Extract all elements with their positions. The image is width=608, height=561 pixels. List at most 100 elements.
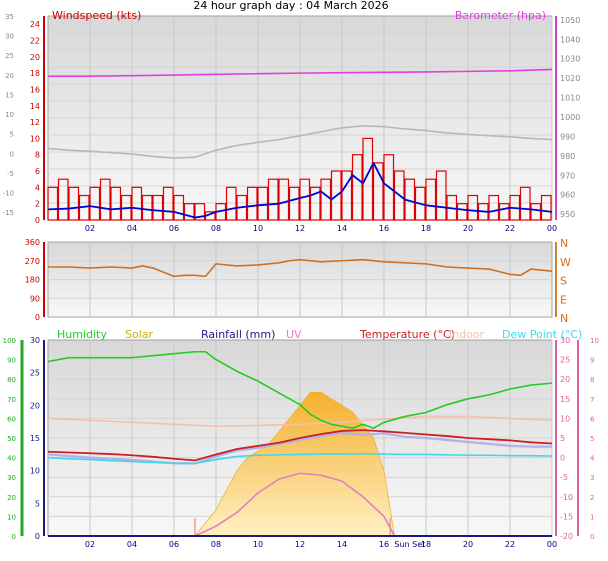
indoor-temperature-line	[47, 415, 553, 428]
temperature-tick: -5	[560, 473, 568, 482]
uv-line	[194, 472, 396, 537]
rainfall-tick: 5	[35, 499, 40, 508]
climate-x-tick: 10	[253, 540, 263, 549]
direction-tick: 0	[35, 313, 40, 322]
humidity-tick: 20	[7, 494, 16, 502]
temperature-tick: 15	[560, 395, 570, 404]
wind-x-tick: 10	[253, 224, 263, 233]
gust-bar	[299, 178, 311, 221]
temperature-tick: -10	[560, 493, 573, 502]
humidity-tick: 100	[3, 337, 16, 345]
humidity-tick: 70	[7, 396, 16, 404]
climate-x-tick: 12	[295, 540, 305, 549]
uv-tick: 4	[590, 455, 595, 463]
wind-speed-tick: 4	[35, 183, 40, 192]
gust-bar	[68, 186, 80, 221]
direction-tick: 270	[25, 257, 40, 266]
wind-average-line	[47, 161, 553, 219]
wind-temp-tick: -10	[3, 190, 14, 198]
gust-bar	[414, 186, 426, 221]
gust-bar	[435, 170, 447, 221]
baro-tick: 980	[560, 152, 575, 161]
gust-bar	[57, 178, 69, 221]
climate-x-tick: 20	[463, 540, 473, 549]
wind-x-tick: 20	[463, 224, 473, 233]
wind-x-tick: 02	[85, 224, 95, 233]
wind-temp-tick: 10	[5, 111, 14, 119]
rainfall-tick: 15	[30, 434, 40, 443]
humidity-tick: 30	[7, 474, 16, 482]
compass-label: N	[560, 312, 568, 325]
wind-x-tick: 12	[295, 224, 305, 233]
climate-x-tick: 04	[127, 540, 137, 549]
indoor-label: Indoor	[449, 328, 485, 341]
wind-temp-tick: 15	[5, 91, 14, 99]
grid-lines	[48, 16, 553, 536]
wind-temp-tick: 35	[5, 13, 14, 21]
rainfall-tick: 0	[35, 532, 40, 541]
gust-bar	[519, 186, 531, 221]
wind-speed-tick: 24	[30, 20, 40, 29]
gust-bar	[225, 186, 237, 221]
baro-tick: 1000	[560, 113, 580, 122]
humidity-tick: 60	[7, 415, 16, 423]
gust-bar	[278, 178, 290, 221]
gust-bar	[383, 154, 395, 221]
temperature-tick: 10	[560, 414, 570, 423]
wind-temp-tick: -15	[3, 209, 14, 217]
climate-x-tick: 06	[169, 540, 179, 549]
gust-bar	[194, 203, 206, 221]
wind-speed-tick: 14	[30, 102, 40, 111]
temperature-tick: -15	[560, 512, 573, 521]
graph-title: 24 hour graph day : 04 March 2026	[193, 0, 388, 12]
gust-bar	[362, 137, 374, 221]
humidity-label: Humidity	[57, 328, 107, 341]
wind-temp-tick: 25	[5, 52, 14, 60]
humidity-tick: 0	[12, 533, 16, 541]
wind-x-tick: 08	[211, 224, 221, 233]
rainfall-tick: 10	[30, 467, 40, 476]
tick-labels: 02 04 06 08 10 12 14 16 18 20 22 00-15-10-505101520…	[3, 13, 599, 549]
baro-tick: 1050	[560, 16, 580, 25]
gust-bar	[173, 194, 185, 221]
uv-tick: 1	[590, 513, 594, 521]
climate-x-tick: 00	[547, 540, 557, 549]
climate-x-tick: 22	[505, 540, 515, 549]
baro-tick: 970	[560, 171, 575, 180]
gust-bar	[131, 186, 143, 221]
gust-bar	[351, 154, 363, 221]
rainfall-label: Rainfall (mm)	[201, 328, 275, 341]
uv-label: UV	[286, 328, 302, 341]
temperature-label: Temperature (°C)	[359, 328, 455, 341]
wind-x-tick: 00	[547, 224, 557, 233]
baro-tick: 960	[560, 191, 575, 200]
wind-speed-tick: 2	[35, 200, 40, 209]
gust-bar	[530, 203, 542, 221]
humidity-tick: 10	[7, 513, 16, 521]
gust-bar	[488, 194, 500, 221]
wind-speed-tick: 8	[35, 151, 40, 160]
humidity-tick: 90	[7, 357, 16, 365]
rainfall-tick: 25	[30, 369, 40, 378]
wind-x-tick: 16	[379, 224, 389, 233]
series-layer	[47, 68, 553, 537]
wind-temp-tick: 30	[5, 33, 14, 41]
climate-x-tick: 16	[379, 540, 389, 549]
wind-speed-tick: 22	[30, 36, 40, 45]
wind-speed-tick: 10	[30, 134, 40, 143]
gust-bar	[467, 194, 479, 221]
temperature-tick: -20	[560, 532, 573, 541]
compass-label: W	[560, 256, 571, 269]
uv-tick: 6	[590, 415, 595, 423]
temperature-tick: 0	[560, 454, 565, 463]
baro-tick: 1040	[560, 35, 580, 44]
temperature-ghost-line	[47, 125, 553, 159]
gust-bar	[246, 186, 258, 221]
direction-tick: 180	[25, 276, 40, 285]
uv-tick: 7	[590, 396, 594, 404]
compass-label: N	[560, 237, 568, 250]
uv-tick: 5	[590, 435, 594, 443]
windspeed-label: Windspeed (kts)	[52, 9, 141, 22]
baro-tick: 1020	[560, 74, 580, 83]
